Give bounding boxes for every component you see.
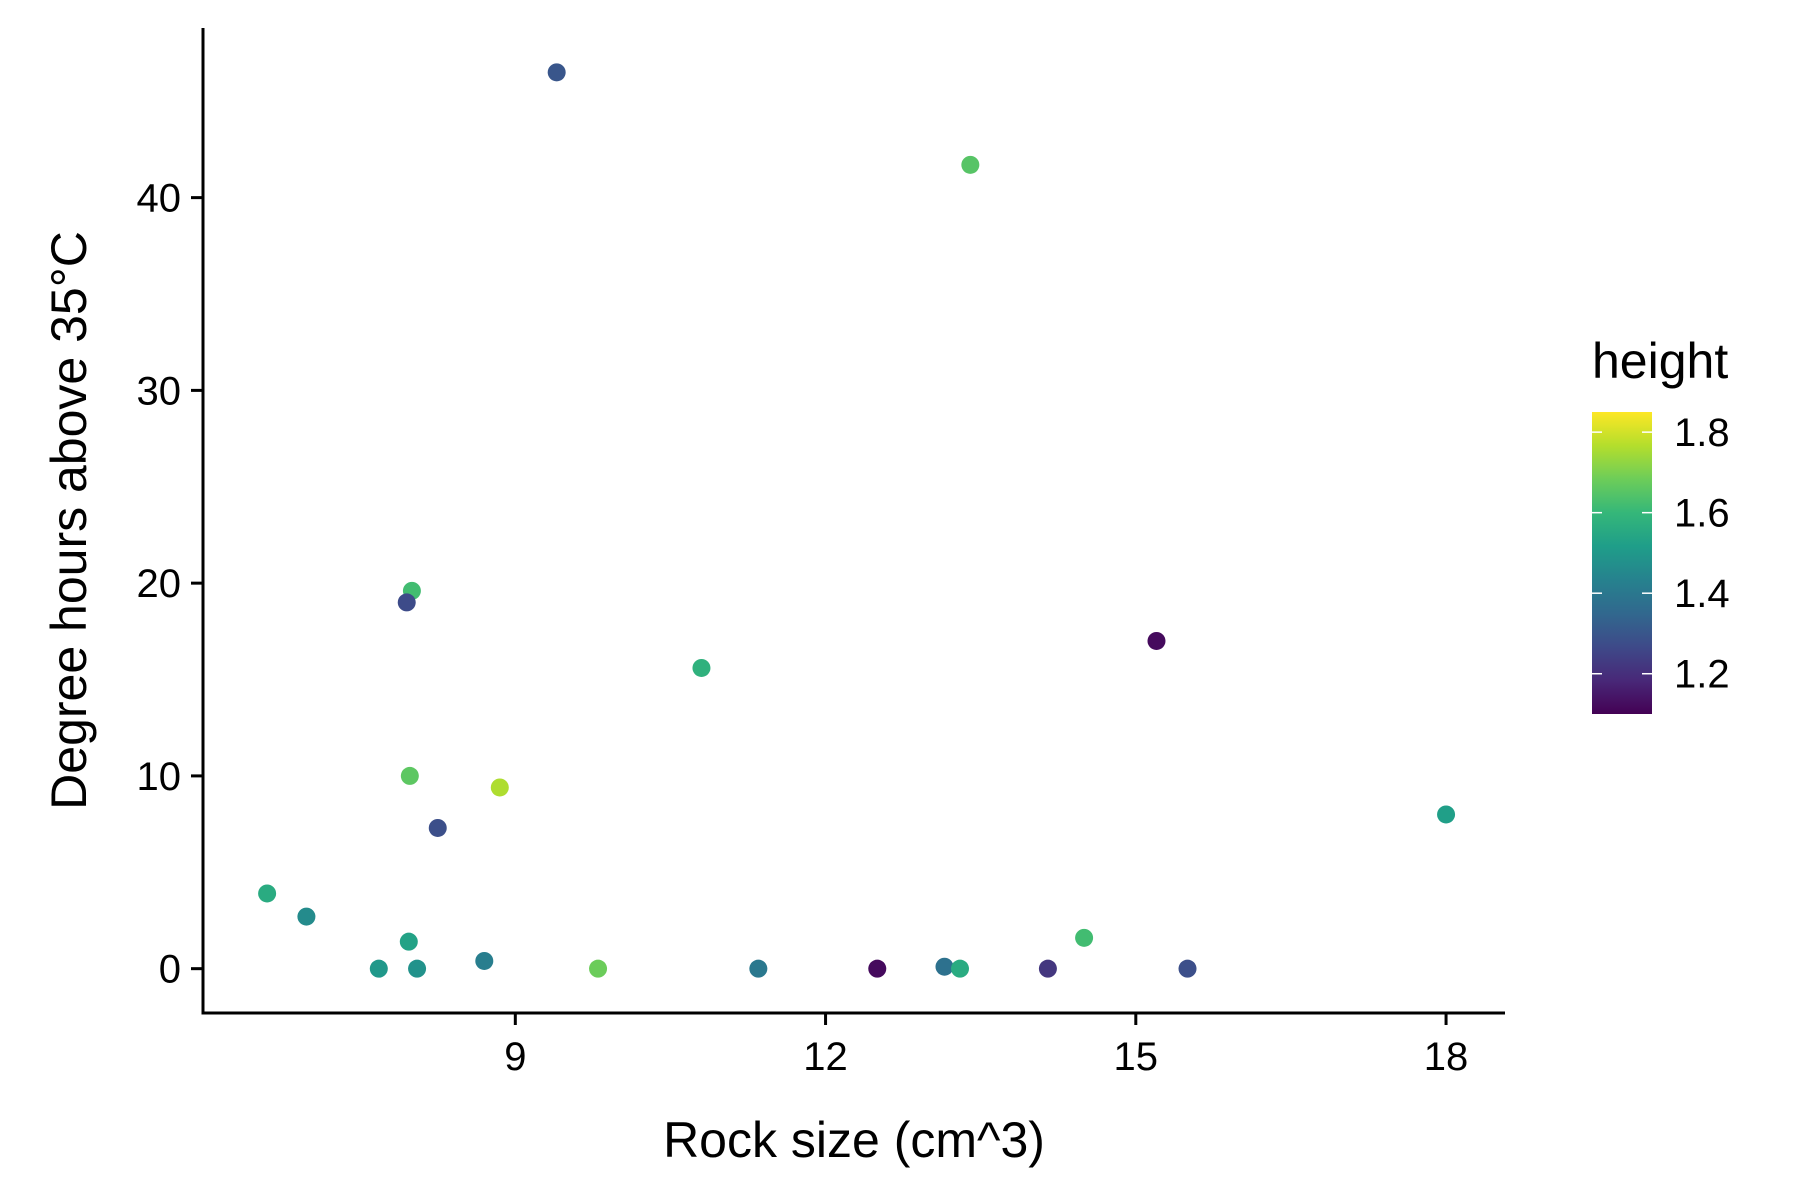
legend-ticks: 1.2 1.4 1.6 1.8 — [1592, 411, 1730, 697]
legend-tick-label: 1.2 — [1674, 653, 1730, 697]
data-point — [749, 959, 768, 978]
data-point — [1147, 631, 1166, 650]
data-point — [428, 818, 447, 837]
data-point — [547, 63, 566, 82]
y-tick-label: 40 — [137, 177, 182, 221]
legend-tick-label: 1.8 — [1674, 411, 1730, 455]
data-point — [475, 951, 494, 970]
data-point — [408, 959, 427, 978]
data-point — [1178, 959, 1197, 978]
data-point — [589, 959, 608, 978]
legend-title: height — [1592, 333, 1728, 389]
data-point — [1038, 959, 1057, 978]
data-point — [961, 155, 980, 174]
legend-tick-label: 1.6 — [1674, 492, 1730, 536]
x-tick-label: 18 — [1424, 1035, 1469, 1079]
data-points — [258, 63, 1456, 978]
data-point — [399, 932, 418, 951]
data-point — [692, 658, 711, 677]
data-point — [297, 907, 316, 926]
data-point — [490, 778, 509, 797]
x-tick-label: 15 — [1114, 1035, 1159, 1079]
legend-colorbar — [1592, 412, 1652, 714]
data-point — [868, 959, 887, 978]
data-point — [951, 959, 970, 978]
color-legend: height 1.2 1.4 1.6 1.8 — [1592, 333, 1730, 714]
y-tick-label: 10 — [137, 755, 182, 799]
data-point — [369, 959, 388, 978]
data-point — [1075, 928, 1094, 947]
legend-tick-label: 1.4 — [1674, 572, 1730, 616]
data-point — [1437, 805, 1456, 824]
y-tick-label: 20 — [137, 562, 182, 606]
y-tick-label: 0 — [159, 948, 181, 992]
y-tick-label: 30 — [137, 369, 182, 413]
data-point — [400, 766, 419, 785]
data-point — [397, 593, 416, 612]
x-axis-ticks: 9 12 15 18 — [504, 1013, 1468, 1079]
y-axis-title: Degree hours above 35°C — [41, 231, 97, 810]
data-point — [258, 884, 277, 903]
y-axis-ticks: 0 10 20 30 40 — [137, 177, 203, 992]
x-tick-label: 9 — [504, 1035, 526, 1079]
data-point — [935, 957, 954, 976]
x-tick-label: 12 — [803, 1035, 848, 1079]
axes — [201, 28, 1505, 1015]
x-axis-title: Rock size (cm^3) — [663, 1112, 1045, 1168]
